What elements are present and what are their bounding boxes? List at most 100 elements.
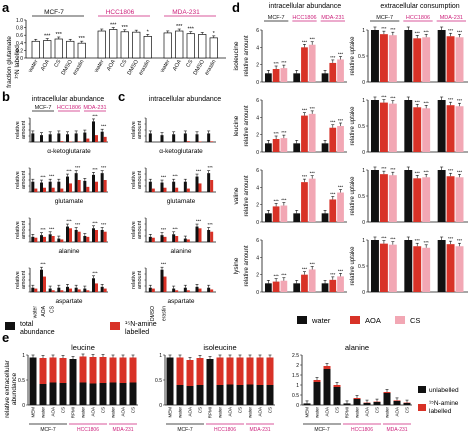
legend-total-label-1: total xyxy=(20,321,34,328)
panel-b-cell-label: MDA-231 xyxy=(83,105,106,111)
panel-b-bar-total xyxy=(66,226,69,242)
panel-b-bar-labelled xyxy=(103,136,107,142)
panel-letter-e: e xyxy=(2,330,9,345)
panel-d-intra-bar xyxy=(337,126,344,152)
panel-b-bar-labelled xyxy=(51,236,55,242)
panel-b-bar-labelled xyxy=(77,231,81,242)
panel-b-bar-total xyxy=(40,269,43,292)
panel-b-bar-total xyxy=(31,236,35,242)
panel-d-extra-bar xyxy=(455,37,464,82)
panel-c-bar-total xyxy=(183,181,187,192)
panel-d-extra-cell-label: MDA-231 xyxy=(440,15,463,21)
panel-e-ylabel-1: relative extracellular xyxy=(4,359,11,418)
panel-d-extra-bar xyxy=(404,240,413,292)
panel-b-ylabel-1: relative xyxy=(15,121,21,139)
panel-b-bar-labelled xyxy=(86,186,90,192)
panel-e-bar-unlabelled xyxy=(216,385,224,405)
panel-d-intra-significance: *** xyxy=(302,267,308,272)
panel-a-bar xyxy=(77,42,86,59)
panel-b-bar-total xyxy=(48,288,52,292)
panel-b-bar-total xyxy=(100,173,104,192)
legend-water-swatch xyxy=(297,316,307,324)
panel-e-bar-unlabelled xyxy=(393,401,401,405)
panel-a-xtick-label: CS xyxy=(185,59,194,69)
panel-d-extra-bar xyxy=(371,170,379,222)
panel-d-extra-ytick-label: 0 xyxy=(362,220,365,226)
legend-labelled-swatch xyxy=(110,322,120,330)
panel-d-intra-bar xyxy=(308,178,316,222)
panel-a-significance: *** xyxy=(122,25,129,31)
panel-b-significance: *** xyxy=(101,165,107,170)
panel-a-xtick-label: water xyxy=(27,59,40,75)
panel-a-significance: * xyxy=(213,31,216,37)
legend-cs-label: CS xyxy=(410,316,420,325)
panel-b-significance: *** xyxy=(92,220,98,225)
panel-d-intra-ytick-label: 2 xyxy=(256,203,259,209)
panel-e-cell-label: MDA-231 xyxy=(112,427,133,433)
panel-e-ytick-label: 0.5 xyxy=(155,378,162,384)
panel-d-intra-ylabel: relative amount xyxy=(244,35,250,76)
panel-c-bar-total xyxy=(207,287,211,292)
panel-letter-a: a xyxy=(2,0,10,15)
panel-d-intra-bar xyxy=(301,115,308,152)
panel-d-extra-significance: *** xyxy=(457,238,463,243)
panel-d-extra-significance: *** xyxy=(457,98,463,103)
panel-b-bar-total xyxy=(48,234,52,242)
panel-e-xtick-label: RPMI xyxy=(208,407,213,418)
panel-d-extra-ylabel: relative uptake xyxy=(350,176,356,216)
panel-c-bar-total xyxy=(160,269,164,292)
panel-d-intra-bar xyxy=(293,143,301,152)
panel-d-extra-bar xyxy=(437,30,446,82)
panel-c-bar-total xyxy=(207,133,211,142)
panel-d-intra-bar xyxy=(321,213,329,222)
panel-d-intra-bar xyxy=(265,283,272,292)
panel-d-extra-bar xyxy=(455,177,464,222)
panel-a-ytick-label: 0.4 xyxy=(16,41,23,47)
panel-e-bar-unlabelled xyxy=(59,383,67,405)
panel-c-ylabel-1: relative xyxy=(131,221,137,239)
panel-d-extra-significance: *** xyxy=(415,238,421,243)
panel-e-xtick-label: AOA xyxy=(228,407,233,417)
panel-e-bar-unlabelled xyxy=(353,399,361,405)
panel-b-title: intracellular abundance xyxy=(32,96,104,103)
panel-e-ylabel-2: abundance xyxy=(11,373,18,406)
panel-b-bar-total xyxy=(92,174,95,192)
panel-d-extra-bar xyxy=(371,30,379,82)
panel-b-bar-total xyxy=(92,228,95,242)
panel-d-extra-ytick-label: 1 xyxy=(362,238,365,244)
panel-a-xtick-label: AOA xyxy=(106,59,117,72)
panel-c-metabolite-label: glutamate xyxy=(167,198,196,205)
panel-b-bar-total xyxy=(66,134,69,142)
panel-d-intra-significance: *** xyxy=(302,108,308,113)
panel-c-bar-labelled xyxy=(186,239,190,242)
panel-b-bar-total xyxy=(31,181,35,192)
panel-e-bar-labelled xyxy=(216,357,224,385)
panel-a-bar xyxy=(209,37,218,59)
panel-e-xtick-label: water xyxy=(111,407,116,419)
panel-e-bar-unlabelled xyxy=(39,384,47,405)
panel-d-extra-bar xyxy=(388,35,397,82)
panel-e-xtick-label: AOA xyxy=(395,407,400,417)
panel-c-bar-labelled xyxy=(151,188,155,192)
panel-b-bar-total xyxy=(40,135,43,142)
panel-e-xtick-label: water xyxy=(248,407,253,419)
panel-c-bar-labelled xyxy=(151,237,155,242)
panel-a-bar xyxy=(109,29,118,59)
panel-e-xtick-label: CS xyxy=(335,407,340,413)
legend-cs-swatch xyxy=(395,316,405,324)
legend-unlabelled-swatch xyxy=(418,386,426,393)
panel-e-xtick-label: AOA xyxy=(258,407,263,417)
panel-c-bar-labelled xyxy=(175,290,179,292)
panel-b-bar-total xyxy=(57,287,61,292)
panel-a-xtick-label: water xyxy=(93,59,106,75)
panel-e-ytick-label: 0 xyxy=(159,403,162,409)
panel-e-xtick-label: water xyxy=(218,407,223,419)
panel-d-intra-bar xyxy=(272,139,280,152)
legend-total-label-2: abundance xyxy=(20,329,55,336)
panel-d-extra-bar xyxy=(379,34,388,82)
panel-d-extra-significance: *** xyxy=(448,236,454,241)
panel-d-extra-bar xyxy=(379,102,388,152)
panel-d-metabolite-label: valine xyxy=(233,187,240,204)
panel-e-ytick-label: 0.5 xyxy=(292,393,299,399)
